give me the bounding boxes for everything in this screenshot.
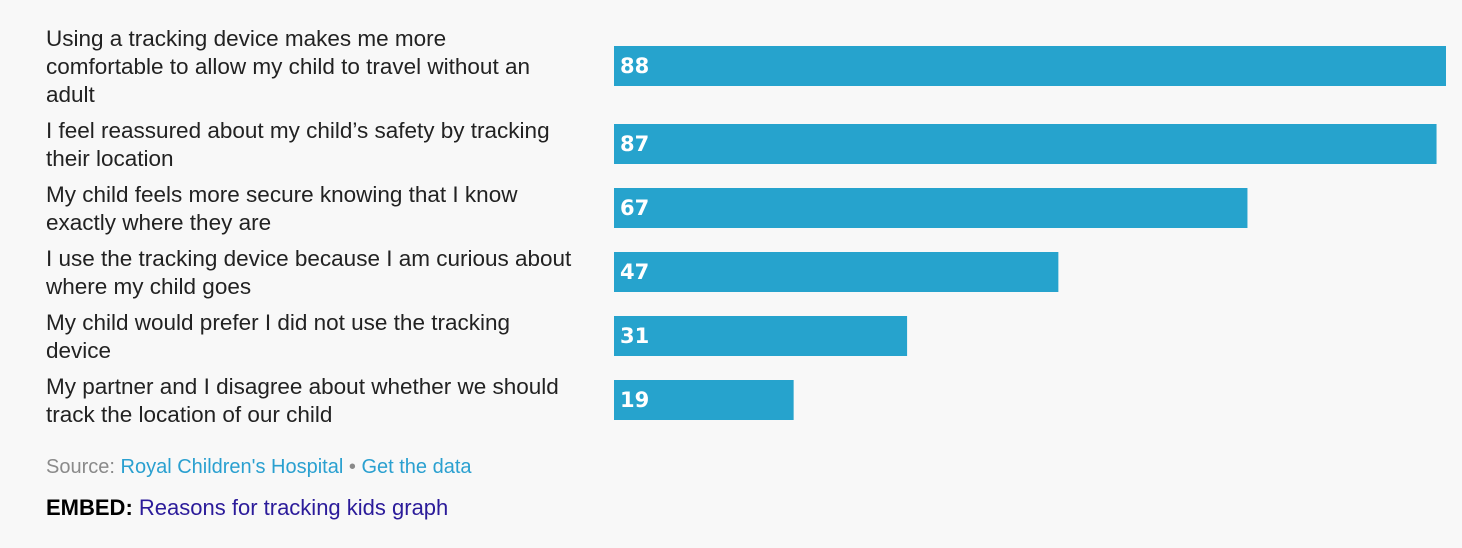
category-label: I feel reassured about my child’s safety… (46, 118, 550, 171)
get-data-link[interactable]: Get the data (361, 456, 472, 478)
category-label-line: their location (46, 146, 174, 171)
bar-value-label: 88 (620, 54, 649, 78)
embed-line: EMBED: Reasons for tracking kids graph (46, 495, 448, 521)
category-label-line: comfortable to allow my child to travel … (46, 54, 530, 79)
bar (614, 380, 794, 420)
bar (614, 124, 1437, 164)
category-label-line: I use the tracking device because I am c… (46, 246, 572, 271)
category-label-line: where my child goes (45, 274, 251, 299)
bar-value-label: 31 (620, 324, 649, 348)
bar-chart: 88 Using a tracking device makes me more c… (45, 26, 1446, 427)
source-link[interactable]: Royal Children's Hospital (120, 456, 344, 478)
bar-value-label: 47 (620, 260, 649, 284)
bar (614, 46, 1446, 86)
category-label-line: device (46, 338, 111, 363)
category-label: I use the tracking device because I am c… (45, 246, 572, 299)
category-label-line: track the location of our child (46, 402, 332, 427)
bar-value-label: 19 (620, 388, 649, 412)
category-label: My child feels more secure knowing that … (46, 182, 518, 235)
bar-value-label: 67 (620, 196, 649, 220)
source-prefix: Source: (46, 456, 115, 478)
bar (614, 188, 1248, 228)
embed-prefix: EMBED: (46, 495, 133, 520)
category-label-line: Using a tracking device makes me more (46, 26, 446, 51)
bar (614, 252, 1059, 292)
category-label-line: I feel reassured about my child’s safety… (46, 118, 550, 143)
category-label-line: My child would prefer I did not use the … (46, 310, 510, 335)
category-label-line: My child feels more secure knowing that … (46, 182, 518, 207)
category-label-line: My partner and I disagree about whether … (46, 374, 559, 399)
category-label: Using a tracking device makes me more com… (46, 26, 530, 107)
embed-link[interactable]: Reasons for tracking kids graph (138, 495, 449, 520)
bar (614, 316, 908, 356)
category-label-line: exactly where they are (46, 210, 271, 235)
category-label-line: adult (46, 82, 96, 107)
category-label: My partner and I disagree about whether … (46, 374, 559, 427)
source-line: Source: Royal Children's Hospital • Get … (46, 456, 472, 479)
footer-separator: • (348, 456, 356, 478)
category-label: My child would prefer I did not use the … (46, 310, 510, 363)
bar-value-label: 87 (620, 132, 649, 156)
